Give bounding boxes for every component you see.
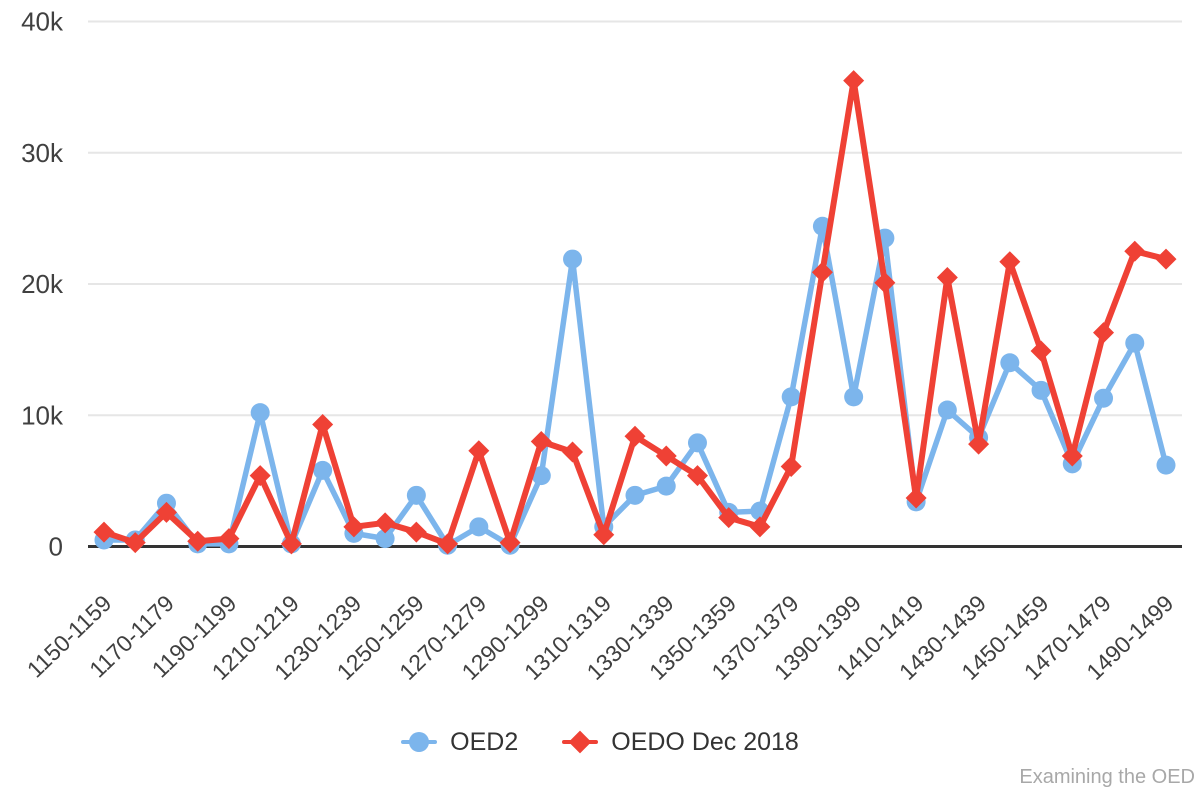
- data-point-marker[interactable]: [1000, 353, 1020, 373]
- oedo-legend-marker-icon: [562, 730, 599, 754]
- circle-marker-icon: [409, 732, 430, 752]
- data-point-marker[interactable]: [499, 532, 521, 554]
- data-point-marker[interactable]: [593, 524, 615, 546]
- data-point-marker[interactable]: [313, 460, 333, 480]
- data-point-marker[interactable]: [1061, 445, 1083, 467]
- data-point-marker[interactable]: [531, 466, 551, 486]
- data-point-marker[interactable]: [1031, 380, 1051, 400]
- legend-item-oedo-dec-2018[interactable]: OEDO Dec 2018: [562, 728, 799, 757]
- data-point-marker[interactable]: [374, 512, 396, 534]
- data-point-marker[interactable]: [563, 249, 583, 269]
- data-point-marker[interactable]: [124, 532, 146, 554]
- data-point-marker[interactable]: [437, 533, 459, 555]
- y-tick-label: 40k: [21, 7, 64, 37]
- data-point-marker[interactable]: [1094, 388, 1114, 408]
- data-point-marker[interactable]: [655, 445, 677, 467]
- oed2-legend-marker-icon: [401, 731, 438, 753]
- y-tick-label: 10k: [21, 400, 64, 430]
- legend-label-oed2: OED2: [450, 727, 519, 756]
- data-point-marker[interactable]: [218, 528, 240, 550]
- y-tick-label: 0: [49, 532, 63, 562]
- data-point-marker[interactable]: [968, 433, 990, 455]
- data-point-marker[interactable]: [624, 425, 646, 447]
- data-point-marker[interactable]: [781, 387, 801, 407]
- data-point-marker[interactable]: [1156, 455, 1176, 475]
- data-point-marker[interactable]: [249, 465, 271, 487]
- data-point-marker[interactable]: [406, 485, 426, 505]
- watermark: Examining the OED: [1019, 766, 1195, 788]
- legend-item-oed2[interactable]: OED2: [401, 728, 518, 757]
- data-point-marker[interactable]: [687, 433, 707, 453]
- data-point-marker[interactable]: [625, 485, 645, 505]
- data-point-marker[interactable]: [155, 501, 177, 523]
- data-point-marker[interactable]: [375, 529, 395, 549]
- data-point-marker[interactable]: [686, 465, 708, 487]
- data-point-marker[interactable]: [1093, 322, 1115, 344]
- data-point-marker[interactable]: [312, 413, 334, 435]
- data-point-marker[interactable]: [530, 431, 552, 452]
- data-point-marker[interactable]: [905, 487, 927, 509]
- y-tick-label: 20k: [21, 269, 64, 299]
- data-point-marker[interactable]: [811, 261, 833, 283]
- diamond-marker-icon: [568, 730, 592, 754]
- data-point-marker[interactable]: [405, 521, 427, 543]
- line-chart: 0 10k 20k 30k 40k 1150-1159 1170-1179 1190-1199…: [21, 7, 1182, 685]
- data-point-marker[interactable]: [93, 521, 115, 543]
- legend-label-oedo-dec-2018: OEDO Dec 2018: [611, 727, 799, 756]
- chart-legend: OED2 OEDO Dec 2018: [0, 718, 1200, 766]
- data-point-marker[interactable]: [187, 530, 209, 552]
- data-point-marker[interactable]: [656, 476, 676, 496]
- data-point-marker[interactable]: [749, 516, 771, 538]
- data-point-marker[interactable]: [780, 455, 802, 477]
- data-point-marker[interactable]: [280, 533, 302, 555]
- data-point-marker[interactable]: [250, 403, 270, 423]
- data-point-marker[interactable]: [844, 387, 864, 407]
- data-point-marker[interactable]: [843, 70, 865, 92]
- data-point-marker[interactable]: [936, 266, 958, 288]
- data-point-marker[interactable]: [1155, 248, 1177, 270]
- data-point-marker[interactable]: [999, 251, 1021, 273]
- data-point-marker[interactable]: [874, 272, 896, 294]
- plot-area: 010k20k30k40k1150-11591170-11791190-1199…: [21, 7, 1182, 685]
- data-point-marker[interactable]: [718, 507, 740, 529]
- data-point-marker[interactable]: [469, 517, 489, 537]
- data-point-marker[interactable]: [562, 441, 584, 463]
- data-point-marker[interactable]: [1125, 333, 1145, 353]
- data-point-marker[interactable]: [468, 440, 490, 462]
- data-point-marker[interactable]: [1030, 340, 1052, 362]
- data-point-marker[interactable]: [937, 400, 957, 420]
- data-point-marker[interactable]: [343, 516, 365, 538]
- y-tick-label: 30k: [21, 138, 64, 168]
- data-point-marker[interactable]: [1124, 240, 1146, 262]
